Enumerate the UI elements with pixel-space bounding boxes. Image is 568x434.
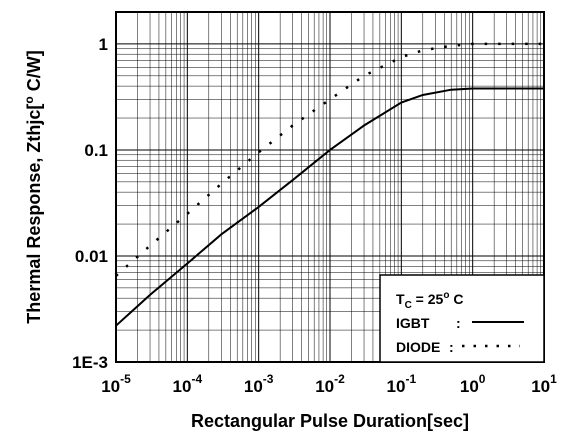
series-line-diode [115, 42, 544, 277]
legend-label-diode: DIODE [396, 339, 440, 355]
legend-condition: TC = 25o C [396, 290, 463, 311]
legend: TC = 25o C IGBT : DIODE : [379, 274, 545, 363]
y-tick-label: 0.01 [75, 247, 108, 266]
y-axis-label-main: Thermal Response, Zthjc[ [24, 104, 44, 324]
y-tick-label: 0.1 [84, 141, 108, 160]
x-tick-label: 10-3 [244, 372, 274, 396]
legend-box [379, 274, 545, 363]
y-axis-label-tail: C/W] [24, 50, 44, 96]
x-axis-label: Rectangular Pulse Duration[sec] [191, 411, 469, 431]
y-axis-label: Thermal Response, Zthjc[o C/W] [22, 50, 44, 323]
x-tick-label: 10-2 [315, 372, 345, 396]
x-tick-label: 100 [460, 372, 486, 396]
legend-sep-diode: : [449, 339, 454, 355]
legend-label-igbt: IGBT [396, 315, 430, 331]
y-tick-label: 1 [99, 35, 108, 54]
y-axis-label-sup: o [22, 96, 36, 103]
plot-frame [115, 11, 545, 363]
legend-sep-igbt: : [456, 315, 461, 331]
series-layer [115, 42, 544, 327]
x-tick-label: 10-4 [173, 372, 203, 396]
x-tick-labels: 10-5 10-4 10-3 10-2 10-1 100 101 [101, 372, 557, 396]
x-tick-label: 101 [531, 372, 557, 396]
y-tick-labels: 1E-3 0.01 0.1 1 [72, 35, 108, 372]
y-tick-label: 1E-3 [72, 353, 108, 372]
series-line-igbt [115, 87, 544, 327]
x-tick-label: 10-5 [101, 372, 131, 396]
x-tick-label: 10-1 [387, 372, 417, 396]
